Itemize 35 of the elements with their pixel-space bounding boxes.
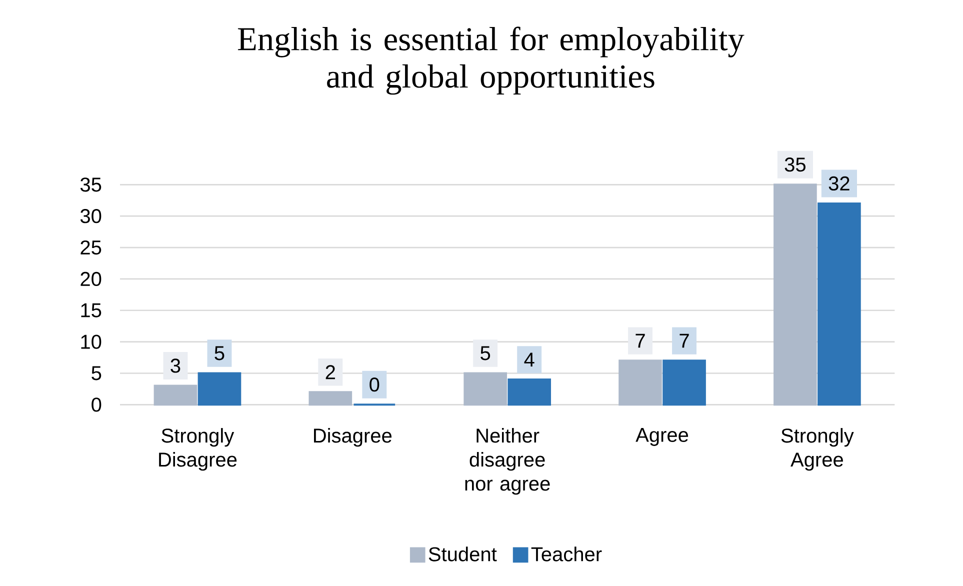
y-tick-label: 5 (92, 366, 102, 380)
chart-title: English is essential for employability and global opportunities (238, 26, 744, 95)
data-label: 2 (326, 365, 335, 380)
y-tick-label: 30 (80, 209, 102, 224)
bar (818, 202, 861, 406)
legend-label: Student (428, 546, 497, 562)
data-label: 5 (480, 346, 490, 360)
bar (198, 372, 242, 406)
bar (618, 360, 662, 406)
data-label: 4 (524, 352, 534, 367)
data-label: 7 (680, 334, 689, 348)
y-tick-label: 0 (92, 398, 102, 412)
bar (154, 384, 198, 406)
data-label: 5 (214, 346, 224, 360)
bar (662, 360, 706, 406)
data-label: 32 (828, 176, 850, 191)
y-tick-label: 10 (81, 334, 102, 349)
y-tick-label: 15 (81, 303, 102, 318)
data-label: 35 (784, 158, 806, 172)
y-tick-label: 35 (80, 178, 102, 192)
bar (308, 391, 352, 406)
bar (774, 184, 817, 406)
data-label: 3 (170, 358, 180, 373)
y-tick-label: 20 (80, 272, 102, 286)
x-tick-label: Agree (636, 428, 688, 446)
legend-label: Teacher (531, 546, 602, 562)
x-tick-label: Strongly Disagree (159, 428, 237, 471)
x-tick-label: Neither disagree nor agree (465, 428, 550, 495)
y-tick-label: 25 (80, 240, 102, 255)
bar (508, 378, 552, 406)
x-tick-label: Disagree (314, 428, 392, 447)
x-tick-label: Strongly Agree (781, 428, 854, 471)
data-label: 0 (370, 378, 380, 392)
data-label: 7 (636, 334, 645, 348)
bar (464, 372, 507, 406)
